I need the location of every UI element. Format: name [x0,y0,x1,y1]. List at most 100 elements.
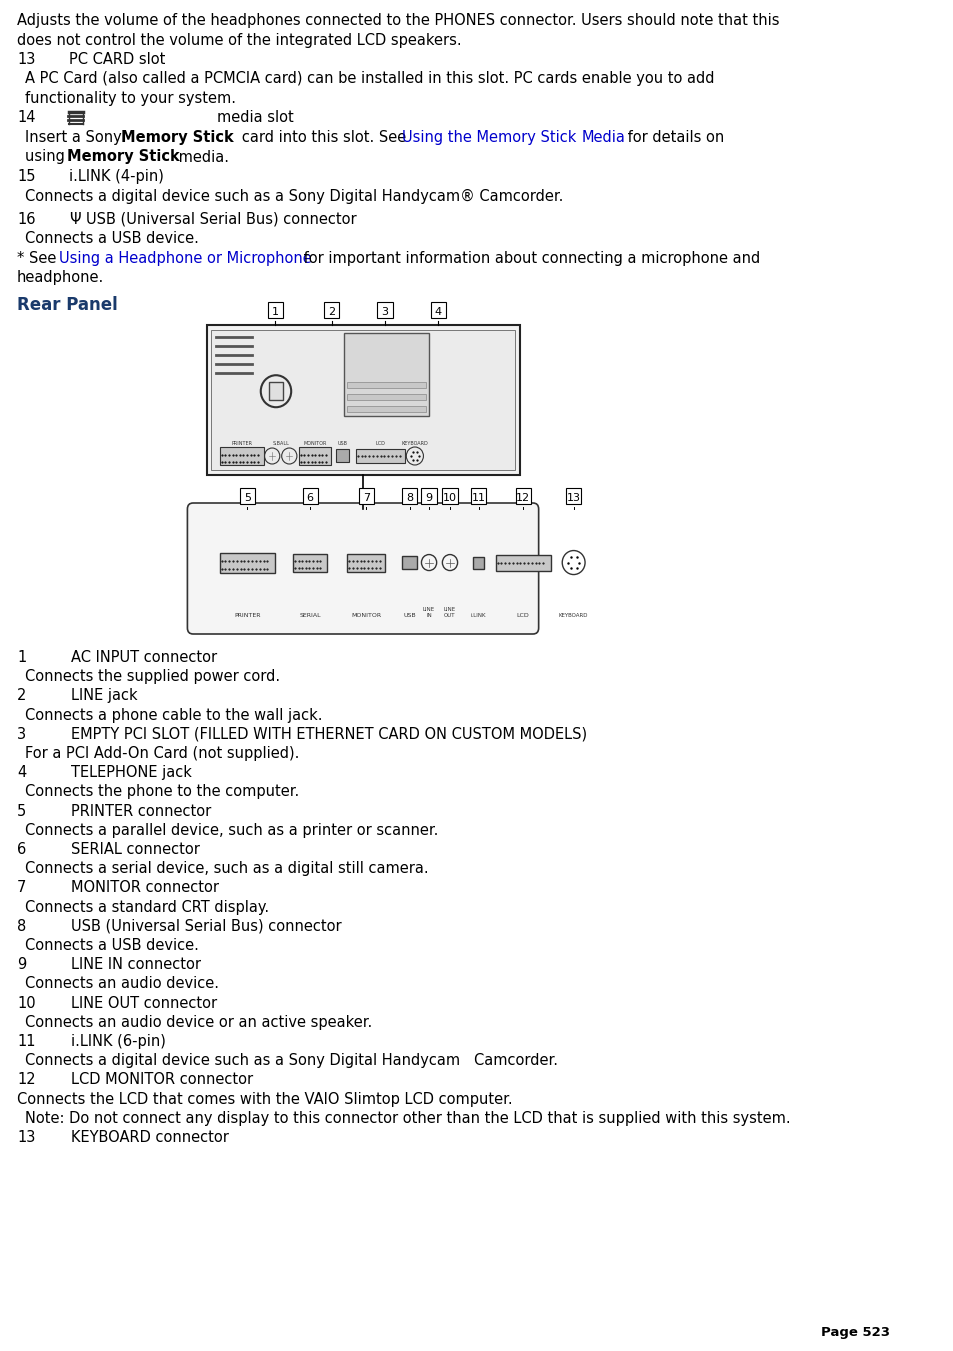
Text: PRINTER connector: PRINTER connector [71,804,212,819]
Text: for details on: for details on [622,130,723,145]
Text: LINE jack: LINE jack [71,689,138,704]
Text: SERIAL connector: SERIAL connector [71,842,200,857]
Text: 13: 13 [17,51,35,68]
Text: 7: 7 [362,493,370,503]
Text: 13: 13 [566,493,580,503]
Text: 15: 15 [17,169,35,184]
FancyBboxPatch shape [402,555,416,569]
Text: Connects the supplied power cord.: Connects the supplied power cord. [25,669,279,684]
Text: 9: 9 [17,958,27,973]
Text: media.: media. [174,150,229,165]
Text: Connects an audio device.: Connects an audio device. [25,977,218,992]
FancyBboxPatch shape [239,488,254,504]
Text: Connects a phone cable to the wall jack.: Connects a phone cable to the wall jack. [25,708,322,723]
FancyBboxPatch shape [473,557,484,569]
Text: 11: 11 [471,493,485,503]
Text: using: using [25,150,70,165]
Text: Page 523: Page 523 [821,1325,889,1339]
Text: LCD MONITOR connector: LCD MONITOR connector [71,1073,253,1088]
FancyBboxPatch shape [565,488,580,504]
Text: MONITOR: MONITOR [351,613,381,617]
Text: Media: Media [581,130,625,145]
Text: 12: 12 [17,1073,35,1088]
Text: USB: USB [337,440,347,446]
Text: 14: 14 [17,111,35,126]
FancyBboxPatch shape [293,554,327,571]
Text: 6: 6 [306,493,314,503]
Text: headphone.: headphone. [17,270,104,285]
Text: i.LINK (4-pin): i.LINK (4-pin) [70,169,164,184]
Text: TELEPHONE jack: TELEPHONE jack [71,765,192,780]
Text: 2: 2 [328,307,335,317]
FancyBboxPatch shape [515,488,530,504]
FancyBboxPatch shape [206,326,519,476]
Text: i.LINK: i.LINK [470,613,486,617]
Text: 8: 8 [406,493,413,503]
Text: for important information about connecting a microphone and: for important information about connecti… [299,251,760,266]
Text: 10: 10 [17,996,35,1011]
Text: 1: 1 [272,307,278,317]
FancyBboxPatch shape [421,488,436,504]
Text: * See: * See [17,251,61,266]
Text: KEYBOARD connector: KEYBOARD connector [71,1129,229,1146]
Text: USB (Universal Serial Bus) connector: USB (Universal Serial Bus) connector [71,919,341,934]
Text: MONITOR: MONITOR [303,440,326,446]
Text: Connects a USB device.: Connects a USB device. [25,231,198,246]
Text: 4: 4 [435,307,441,317]
Text: Connects the phone to the computer.: Connects the phone to the computer. [25,785,298,800]
Text: 13: 13 [17,1129,35,1146]
Text: 1: 1 [17,650,27,665]
Text: Connects a serial device, such as a digital still camera.: Connects a serial device, such as a digi… [25,861,428,877]
Text: LINE
IN: LINE IN [422,607,435,617]
Text: KEYBOARD: KEYBOARD [401,440,428,446]
Text: SERIAL: SERIAL [299,613,320,617]
Text: Using a Headphone or Microphone: Using a Headphone or Microphone [59,251,312,266]
Bar [347,405,425,412]
Text: 10: 10 [442,493,456,503]
Text: 3: 3 [381,307,388,317]
Text: i.LINK (6-pin): i.LINK (6-pin) [71,1034,166,1048]
FancyBboxPatch shape [219,553,274,573]
Text: LINE
OUT: LINE OUT [443,607,456,617]
Text: PRINTER: PRINTER [233,613,260,617]
FancyBboxPatch shape [298,447,331,465]
FancyBboxPatch shape [302,488,317,504]
Text: PC CARD slot: PC CARD slot [70,51,166,68]
Text: Memory Stick: Memory Stick [67,150,179,165]
FancyBboxPatch shape [211,331,515,470]
Text: 3: 3 [17,727,27,742]
Text: Rear Panel: Rear Panel [17,296,118,313]
Text: AC INPUT connector: AC INPUT connector [71,650,217,665]
Text: Connects the LCD that comes with the VAIO Slimtop LCD computer.: Connects the LCD that comes with the VAI… [17,1092,512,1106]
Text: 5: 5 [244,493,251,503]
FancyBboxPatch shape [268,303,283,319]
FancyBboxPatch shape [430,303,445,319]
Text: For a PCI Add-On Card (not supplied).: For a PCI Add-On Card (not supplied). [25,746,299,761]
Text: Connects a USB device.: Connects a USB device. [25,938,198,952]
Text: KEYBOARD: KEYBOARD [558,613,588,617]
Text: Connects a standard CRT display.: Connects a standard CRT display. [25,900,269,915]
Text: LINE IN connector: LINE IN connector [71,958,201,973]
FancyBboxPatch shape [358,488,374,504]
Text: functionality to your system.: functionality to your system. [25,91,235,105]
Text: USB (Universal Serial Bus) connector: USB (Universal Serial Bus) connector [86,212,355,227]
FancyBboxPatch shape [496,554,550,570]
Text: 2: 2 [17,689,27,704]
FancyBboxPatch shape [219,447,263,465]
FancyBboxPatch shape [355,449,405,463]
FancyBboxPatch shape [401,488,416,504]
FancyBboxPatch shape [324,303,339,319]
Text: Adjusts the volume of the headphones connected to the PHONES connector. Users sh: Adjusts the volume of the headphones con… [17,14,779,28]
FancyBboxPatch shape [187,503,538,634]
Bar [347,393,425,400]
Text: A PC Card (also called a PCMCIA card) can be installed in this slot. PC cards en: A PC Card (also called a PCMCIA card) ca… [25,72,714,86]
Text: EMPTY PCI SLOT (FILLED WITH ETHERNET CARD ON CUSTOM MODELS): EMPTY PCI SLOT (FILLED WITH ETHERNET CAR… [71,727,587,742]
Text: 9: 9 [425,493,432,503]
Text: Connects a parallel device, such as a printer or scanner.: Connects a parallel device, such as a pr… [25,823,437,838]
FancyBboxPatch shape [335,449,349,462]
Text: S.BALL: S.BALL [272,440,289,446]
Text: Connects a digital device such as a Sony Digital Handycam® Camcorder.: Connects a digital device such as a Sony… [25,189,562,204]
Text: 6: 6 [17,842,27,857]
Text: does not control the volume of the integrated LCD speakers.: does not control the volume of the integ… [17,32,461,47]
Text: 5: 5 [17,804,27,819]
